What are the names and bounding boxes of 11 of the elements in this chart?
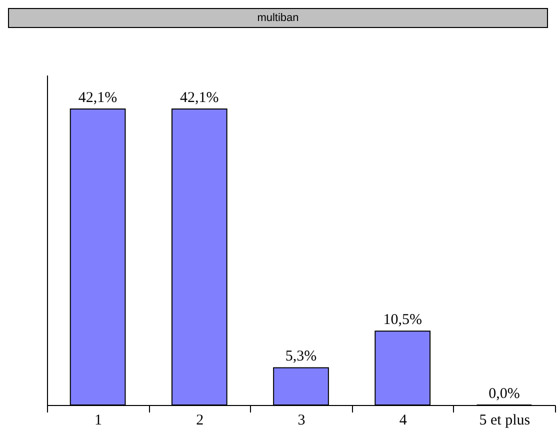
x-tick-label: 1 <box>94 412 102 428</box>
x-tick-label: 4 <box>399 412 408 428</box>
data-label: 0,0% <box>488 386 520 402</box>
data-label: 42,1% <box>180 90 219 106</box>
data-label: 5,3% <box>285 348 317 365</box>
x-tick-label: 3 <box>298 412 306 428</box>
data-label: 42,1% <box>78 90 118 106</box>
x-tick-label: 5 et plus <box>479 412 530 428</box>
chart-title: multiban <box>8 8 548 28</box>
x-tick-label: 2 <box>196 412 204 428</box>
data-label: 10,5% <box>383 312 422 328</box>
